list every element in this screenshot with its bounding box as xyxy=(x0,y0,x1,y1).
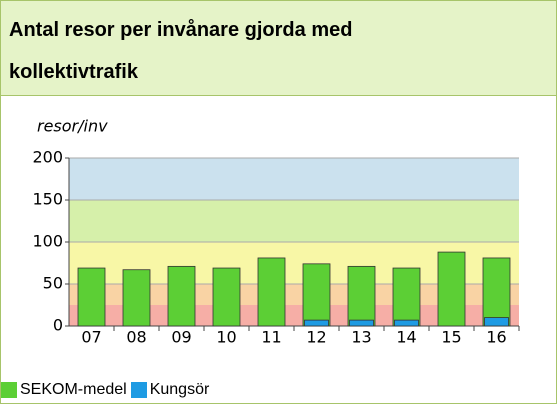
x-tick-label: 11 xyxy=(261,328,281,347)
x-tick-label: 07 xyxy=(81,328,101,347)
bar xyxy=(437,251,466,327)
chart-title: Antal resor per invånare gjorda med koll… xyxy=(9,19,353,83)
bar xyxy=(347,265,376,327)
x-tick-label: 14 xyxy=(396,328,416,347)
x-tick-label: 12 xyxy=(306,328,326,347)
bar xyxy=(394,319,419,327)
bar xyxy=(167,265,196,327)
bar xyxy=(212,267,241,327)
bar xyxy=(349,319,374,327)
x-tick-label: 10 xyxy=(216,328,236,347)
background-band xyxy=(69,200,519,242)
bar xyxy=(482,257,511,327)
bar xyxy=(77,267,106,327)
x-tick-label: 09 xyxy=(171,328,191,347)
y-axis-label: resor/inv xyxy=(37,117,108,136)
bar xyxy=(484,317,509,327)
x-tick-label: 15 xyxy=(441,328,461,347)
bar xyxy=(302,263,331,327)
bar xyxy=(304,319,329,327)
bar xyxy=(392,267,421,327)
legend-label: Kungsör xyxy=(149,381,210,398)
bar xyxy=(122,269,151,327)
y-tick-label: 100 xyxy=(32,232,63,251)
x-tick-label: 16 xyxy=(486,328,506,347)
legend-item: SEKOM-medel xyxy=(1,381,127,399)
legend-label: SEKOM-medel xyxy=(20,381,127,398)
legend: SEKOM-medel Kungsör xyxy=(1,381,213,399)
legend-item: Kungsör xyxy=(130,381,210,399)
x-tick-label: 08 xyxy=(126,328,146,347)
chart: resor/inv 0 50 100 150 200 07 08 09 10 11 12 13 14 15 1… xyxy=(32,117,520,347)
bar xyxy=(257,257,286,327)
y-tick-label: 0 xyxy=(53,316,63,335)
x-tick-label: 13 xyxy=(351,328,371,347)
y-tick-label: 50 xyxy=(43,274,63,293)
y-tick-label: 150 xyxy=(32,190,63,209)
legend-swatch xyxy=(130,382,147,398)
legend-swatch xyxy=(1,382,17,398)
y-tick-label: 200 xyxy=(32,148,63,167)
header: Antal resor per invånare gjorda med koll… xyxy=(1,1,556,96)
background-band xyxy=(69,158,519,200)
